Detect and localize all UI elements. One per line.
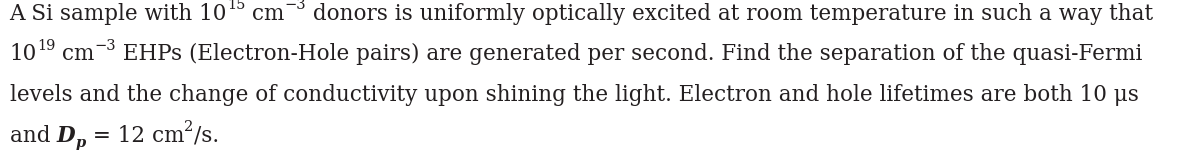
Text: D: D: [56, 125, 76, 147]
Text: EHPs (Electron-Hole pairs) are generated per second. Find the separation of the : EHPs (Electron-Hole pairs) are generated…: [116, 43, 1142, 65]
Text: /s.: /s.: [193, 125, 218, 147]
Text: cm: cm: [55, 43, 95, 65]
Text: 15: 15: [227, 0, 245, 12]
Text: −3: −3: [284, 0, 306, 12]
Text: levels and the change of conductivity upon shining the light. Electron and hole : levels and the change of conductivity up…: [10, 84, 1139, 106]
Text: 10: 10: [10, 43, 37, 65]
Text: −3: −3: [95, 39, 116, 53]
Text: 19: 19: [37, 39, 55, 53]
Text: and: and: [10, 125, 56, 147]
Text: = 12 cm: = 12 cm: [86, 125, 185, 147]
Text: donors is uniformly optically excited at room temperature in such a way that: donors is uniformly optically excited at…: [306, 3, 1153, 25]
Text: 2: 2: [185, 120, 193, 134]
Text: p: p: [76, 136, 86, 150]
Text: A Si sample with 10: A Si sample with 10: [10, 3, 227, 25]
Text: cm: cm: [245, 3, 284, 25]
